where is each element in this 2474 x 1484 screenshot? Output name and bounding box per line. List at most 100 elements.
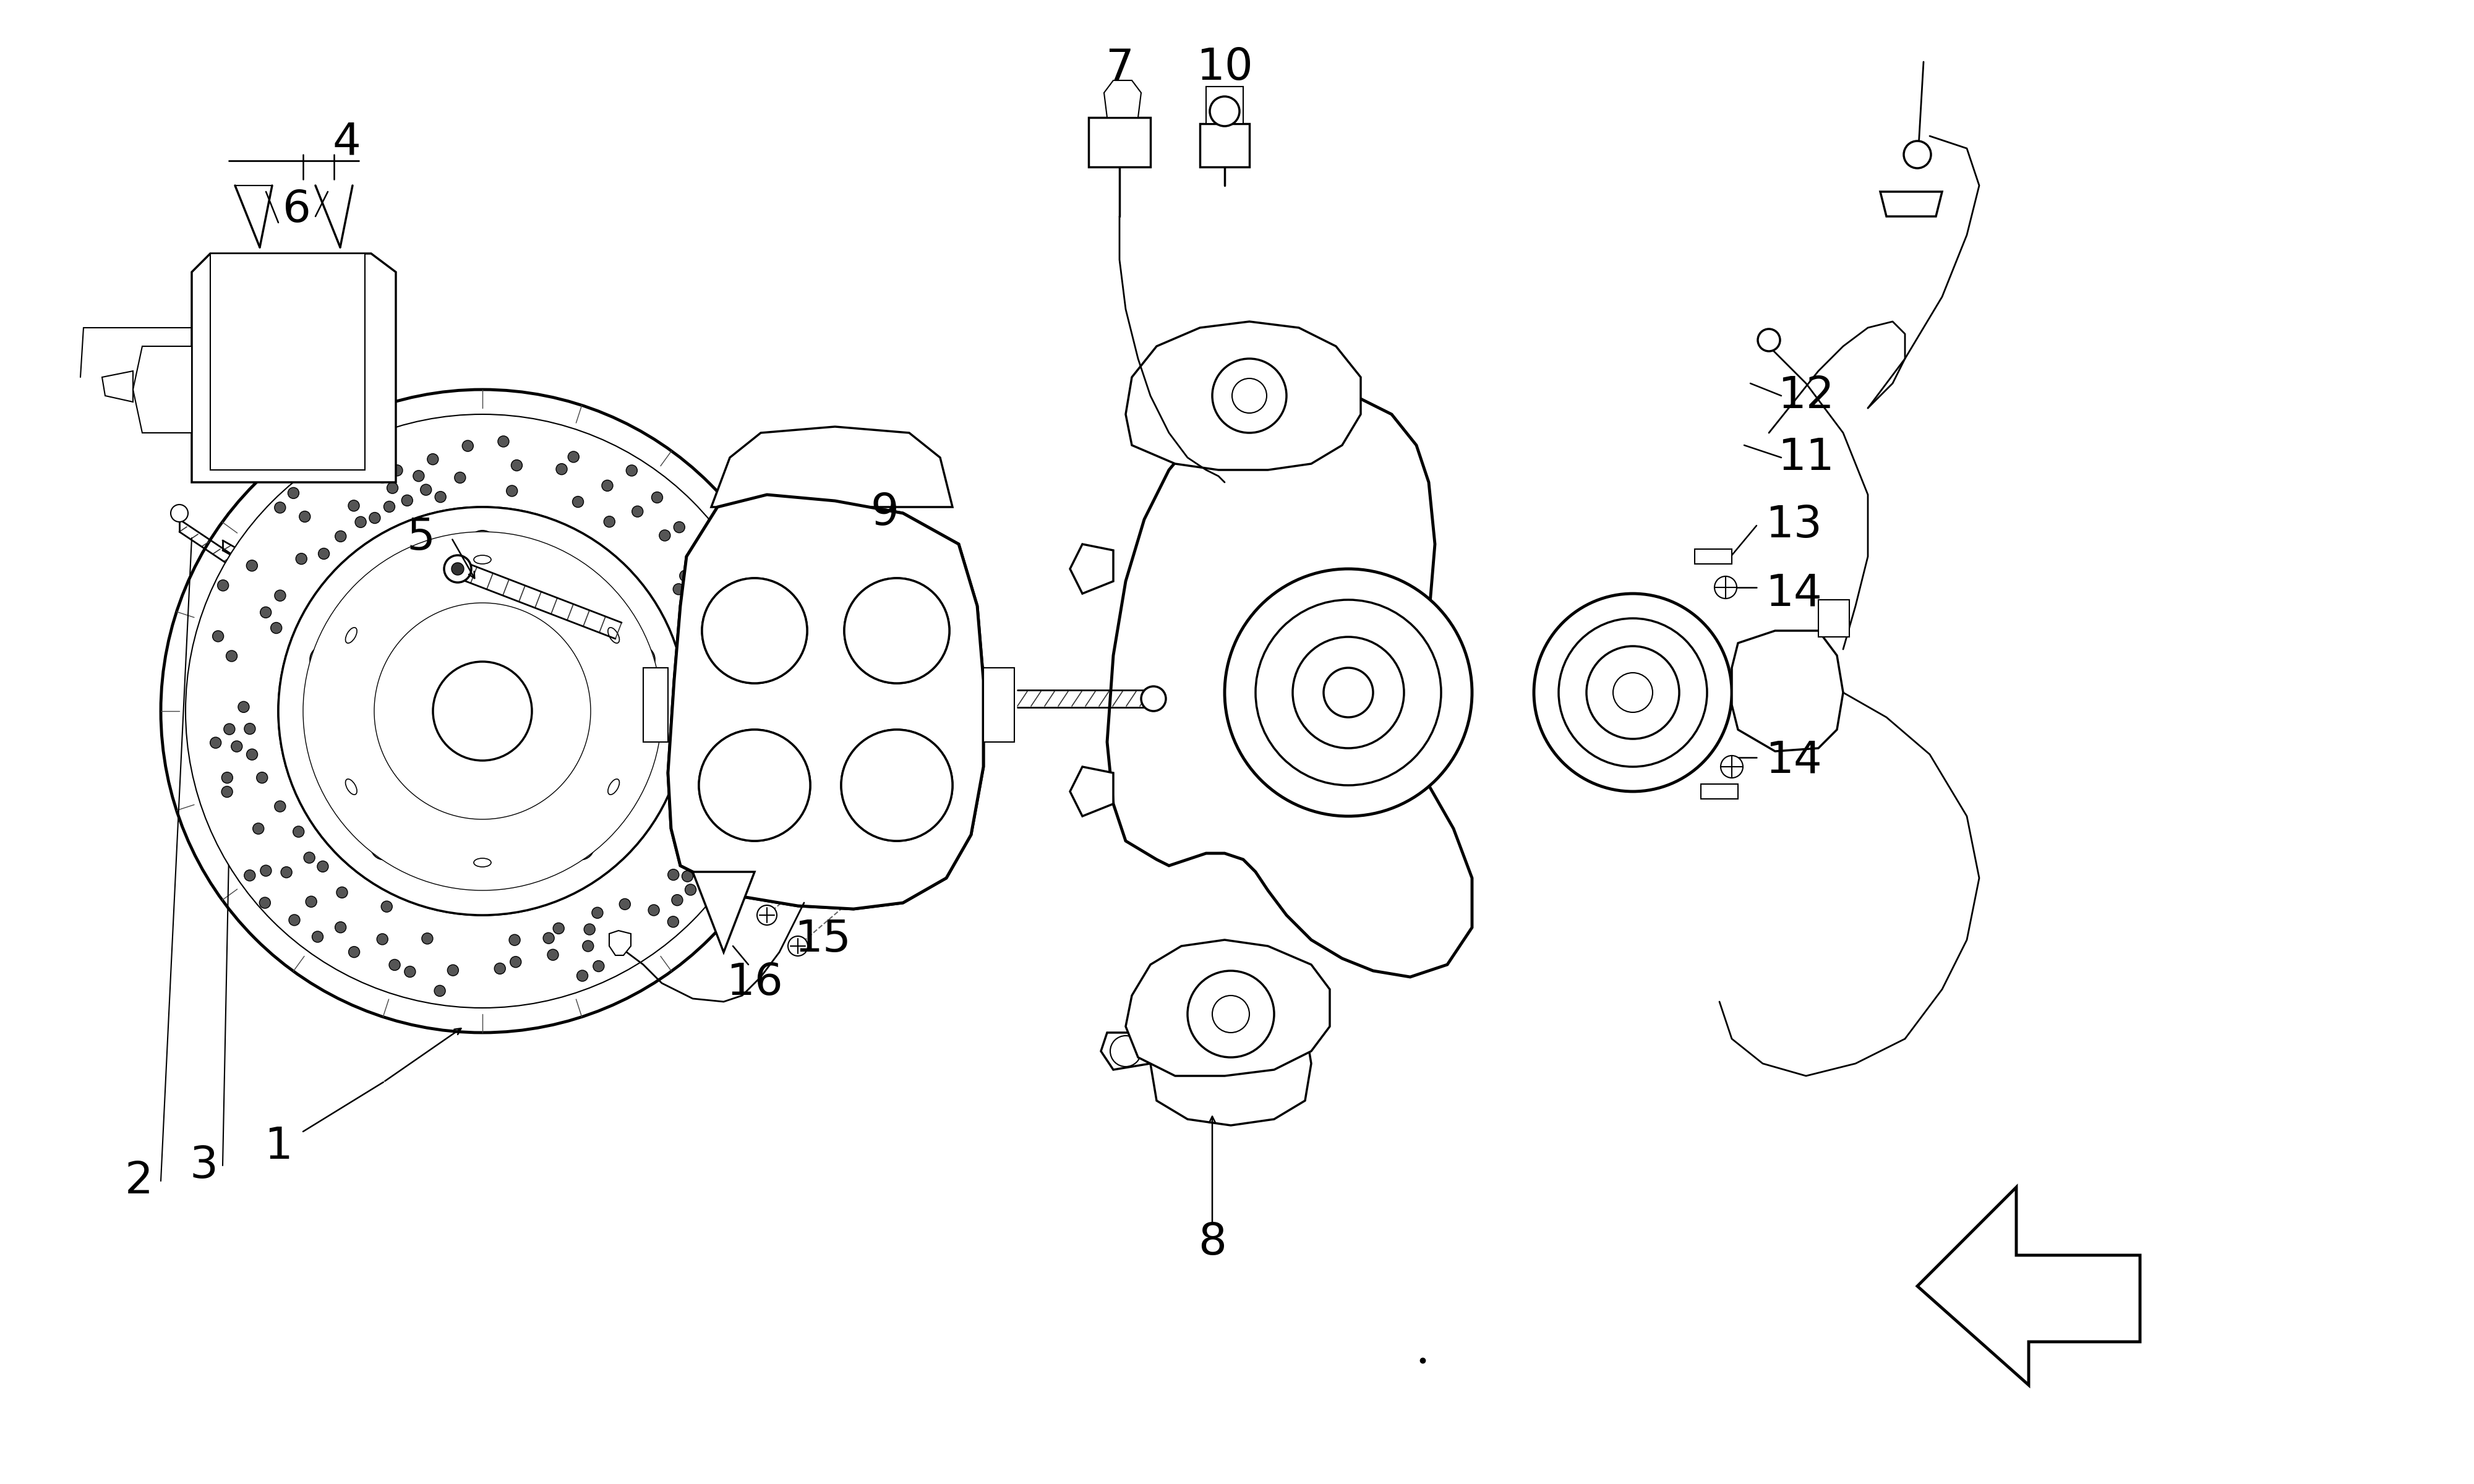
Circle shape [1188,971,1274,1057]
Circle shape [334,531,346,542]
Circle shape [336,887,346,898]
Circle shape [703,579,807,683]
Circle shape [628,646,656,674]
Ellipse shape [609,779,618,794]
Circle shape [670,895,683,905]
Circle shape [571,496,584,508]
Circle shape [1613,672,1653,712]
Circle shape [388,959,401,971]
Ellipse shape [609,628,618,643]
Circle shape [213,631,223,641]
Circle shape [245,870,255,881]
Circle shape [497,436,510,447]
Circle shape [383,502,396,512]
Circle shape [391,464,403,476]
Circle shape [307,896,317,907]
Text: 4: 4 [332,120,361,163]
Polygon shape [1917,1187,2140,1385]
Circle shape [317,861,329,873]
Circle shape [1210,96,1239,126]
Polygon shape [134,346,193,433]
Circle shape [287,487,299,499]
Circle shape [299,510,309,522]
Circle shape [626,464,638,476]
Circle shape [245,723,255,735]
Polygon shape [1207,86,1244,123]
Circle shape [730,695,742,705]
Circle shape [435,985,445,996]
Text: 12: 12 [1779,374,1833,417]
Circle shape [740,592,752,603]
Circle shape [757,905,777,925]
Polygon shape [609,930,631,956]
Circle shape [1586,646,1680,739]
Circle shape [356,516,366,528]
Circle shape [260,865,272,876]
Text: 2: 2 [124,1159,153,1202]
Circle shape [668,916,678,927]
Circle shape [544,932,554,944]
Circle shape [247,749,257,760]
Circle shape [1757,329,1781,352]
Circle shape [223,772,233,784]
Text: 13: 13 [1766,505,1821,548]
Circle shape [448,965,458,976]
Circle shape [1225,568,1472,816]
Polygon shape [1702,784,1737,798]
Polygon shape [1126,939,1331,1076]
Circle shape [346,574,618,847]
Circle shape [569,451,579,463]
Circle shape [260,607,272,617]
Circle shape [334,922,346,933]
Circle shape [762,668,774,680]
Circle shape [304,852,314,864]
Polygon shape [985,668,1014,742]
Polygon shape [713,427,952,508]
Polygon shape [1150,1027,1311,1125]
Circle shape [371,833,398,859]
Circle shape [171,505,188,522]
Circle shape [685,794,698,804]
Circle shape [309,646,336,674]
Polygon shape [1732,631,1843,751]
Circle shape [547,950,559,960]
Circle shape [403,966,416,978]
Circle shape [1141,686,1165,711]
Circle shape [594,960,604,972]
Circle shape [230,741,242,752]
Circle shape [1324,668,1373,717]
Circle shape [512,460,522,470]
Circle shape [510,956,522,968]
Circle shape [433,662,532,760]
Circle shape [700,730,811,841]
Circle shape [510,935,520,945]
Polygon shape [210,254,366,470]
Polygon shape [1200,123,1249,166]
Circle shape [1212,359,1286,433]
Circle shape [433,662,532,760]
Circle shape [690,859,703,871]
Circle shape [703,579,807,683]
Circle shape [735,574,747,586]
Circle shape [755,696,764,706]
Circle shape [581,941,594,951]
Circle shape [787,936,807,956]
Circle shape [435,491,445,503]
Circle shape [705,760,717,772]
Circle shape [376,472,388,482]
Circle shape [381,901,393,913]
Circle shape [218,580,228,591]
Circle shape [374,603,591,819]
Circle shape [369,512,381,524]
Circle shape [302,531,663,890]
Circle shape [648,905,661,916]
Circle shape [225,650,238,662]
Circle shape [844,579,950,683]
Text: 3: 3 [190,1144,218,1187]
Text: 14: 14 [1766,739,1821,782]
Circle shape [495,963,505,974]
Text: 11: 11 [1779,436,1833,479]
Circle shape [450,562,465,574]
Circle shape [755,644,764,656]
Circle shape [277,508,688,916]
